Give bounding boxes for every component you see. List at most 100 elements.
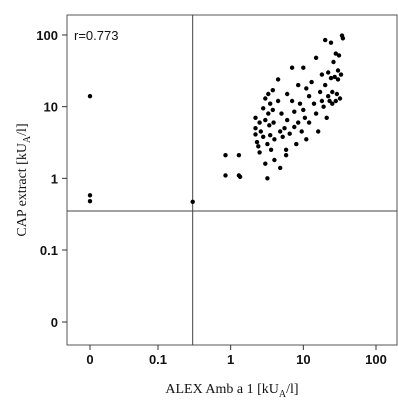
data-point — [326, 94, 331, 99]
data-point — [302, 115, 308, 121]
data-point — [337, 96, 343, 101]
data-point — [261, 106, 266, 111]
y-tick-label: 10 — [44, 100, 58, 115]
data-point — [316, 129, 321, 134]
data-point — [335, 68, 341, 73]
data-point — [267, 123, 272, 128]
data-point — [263, 96, 268, 101]
data-point — [272, 157, 277, 163]
data-point — [283, 147, 289, 152]
data-point — [294, 141, 299, 147]
data-point — [270, 107, 275, 113]
data-point — [309, 79, 314, 85]
data-point — [327, 98, 332, 104]
data-point — [265, 141, 270, 147]
data-point — [87, 94, 93, 99]
data-point — [334, 91, 340, 97]
data-point — [237, 174, 243, 179]
data-point — [271, 120, 276, 125]
data-point — [253, 132, 258, 137]
data-point — [311, 101, 317, 106]
x-tick-label: 0 — [86, 352, 93, 367]
data-point — [223, 153, 228, 158]
data-point — [328, 75, 334, 81]
data-point — [254, 139, 260, 145]
data-point — [268, 147, 274, 152]
data-point — [289, 98, 295, 104]
data-point — [279, 111, 284, 116]
data-point — [275, 77, 281, 82]
data-point — [285, 117, 290, 123]
axis-ticks: 0 0.1 1 10 100 100 10 1 0.1 0 — [36, 28, 387, 367]
data-point — [304, 86, 309, 91]
data-point — [190, 199, 195, 204]
data-point — [278, 165, 283, 171]
x-axis-title-sub: A — [279, 389, 287, 400]
data-point — [301, 65, 306, 70]
x-axis-title-main: ALEX Amb a 1 [kU — [165, 382, 279, 397]
correlation-annotation: r=0.773 — [74, 28, 118, 43]
data-point — [330, 101, 335, 106]
data-point — [263, 161, 268, 166]
x-tick-label: 10 — [296, 352, 310, 367]
data-point — [306, 94, 312, 99]
data-point — [333, 98, 338, 104]
data-point — [313, 111, 319, 116]
data-point — [257, 150, 262, 155]
data-point — [257, 120, 262, 125]
data-point — [324, 115, 329, 121]
data-point — [282, 126, 287, 131]
data-point — [268, 133, 273, 138]
y-axis-title: CAP extract [kUA/l] — [15, 123, 33, 236]
data-point — [338, 72, 344, 77]
data-point — [266, 111, 271, 116]
data-point — [275, 98, 281, 104]
data-point — [256, 144, 261, 149]
data-point — [253, 115, 258, 121]
y-axis-title-tail: /l] — [15, 123, 30, 135]
data-point — [272, 137, 277, 142]
data-point — [332, 74, 337, 80]
data-point — [268, 101, 273, 106]
data-point — [319, 98, 325, 104]
data-point — [299, 129, 304, 134]
data-point — [87, 199, 93, 204]
data-point — [285, 91, 290, 97]
x-tick-label: 100 — [365, 352, 387, 367]
data-point — [296, 82, 301, 88]
data-point — [258, 129, 263, 134]
y-axis-title-sub: A — [22, 135, 33, 143]
y-tick-label: 0.1 — [40, 243, 58, 258]
data-point — [301, 107, 306, 113]
data-point — [253, 126, 258, 131]
data-point — [278, 129, 283, 134]
cutoff-lines — [67, 15, 397, 345]
data-point — [306, 120, 312, 125]
data-point — [323, 37, 328, 43]
data-point — [270, 88, 275, 93]
data-point — [326, 70, 331, 75]
plot-frame — [66, 14, 398, 346]
data-points — [87, 33, 346, 204]
y-tick-label: 0 — [51, 315, 58, 330]
data-point — [87, 193, 93, 198]
data-point — [321, 104, 326, 109]
data-point — [296, 120, 301, 125]
y-tick-label: 1 — [51, 171, 58, 186]
data-point — [266, 91, 271, 97]
data-point — [330, 89, 335, 95]
data-point — [289, 65, 295, 70]
data-point — [265, 176, 270, 181]
x-tick-label: 1 — [227, 352, 234, 367]
data-point — [292, 124, 297, 130]
data-point — [292, 109, 297, 114]
x-tick-label: 0.1 — [149, 352, 167, 367]
data-point — [236, 153, 242, 158]
y-axis-title-main: CAP extract [kU — [15, 143, 30, 237]
data-point — [328, 40, 334, 45]
data-point — [331, 59, 336, 65]
data-point — [319, 72, 325, 77]
x-axis-title: ALEX Amb a 1 [kUA/l] — [165, 382, 298, 400]
data-point — [263, 117, 268, 123]
data-point — [223, 173, 228, 178]
